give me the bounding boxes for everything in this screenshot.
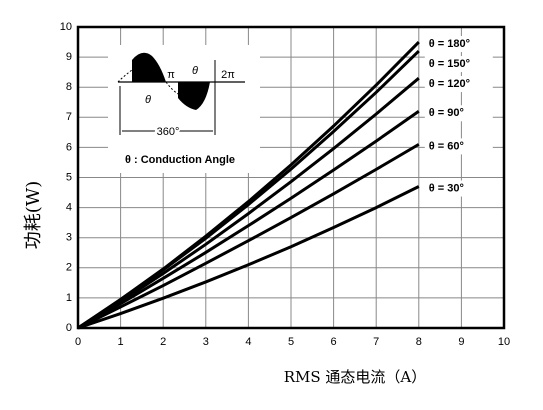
y-tick-label: 10 [60, 21, 72, 33]
x-tick-label: 4 [245, 336, 251, 348]
y-tick-label: 7 [66, 111, 72, 123]
x-tick-label: 1 [118, 336, 124, 348]
inset-label: π [167, 69, 175, 81]
inset-label: θ [145, 94, 151, 106]
series-label-bg [424, 105, 493, 122]
series-line [77, 77, 420, 330]
x-tick-label: 3 [203, 336, 209, 348]
x-tick-label: 0 [75, 336, 81, 348]
inset-wave [178, 82, 210, 110]
series-line [77, 50, 420, 330]
series-label-bg [424, 76, 493, 93]
x-tick-label: 6 [331, 336, 337, 348]
series-label-bg [424, 138, 493, 155]
inset-wave [132, 52, 166, 82]
x-axis-label: RMS 通态电流（A） [284, 368, 427, 386]
x-tick-label: 10 [498, 336, 510, 348]
series-label-bg [424, 36, 493, 53]
x-tick-label: 5 [288, 336, 294, 348]
x-tick-label: 2 [160, 336, 166, 348]
series-line [77, 143, 420, 330]
series-label: θ = 30° [429, 182, 464, 194]
inset-label: 360° [157, 126, 180, 138]
x-tick-label: 8 [416, 336, 422, 348]
inset-caption: θ : Conduction Angle [125, 154, 235, 166]
series-labels: θ = 180° θ = 150° θ = 120° θ = 90° θ = 60° θ … [424, 36, 493, 197]
series-label: θ = 180° [429, 38, 470, 50]
y-tick-label: 3 [66, 232, 72, 244]
x-tick-label: 9 [458, 336, 464, 348]
y-tick-label: 5 [66, 171, 72, 183]
lines [77, 40, 420, 330]
y-tick-label: 4 [66, 202, 72, 214]
series-label-bg [424, 180, 493, 197]
y-tick-label: 6 [66, 141, 72, 153]
y-tick-label: 1 [66, 292, 72, 304]
y-tick-label: 2 [66, 262, 72, 274]
y-tick-label: 8 [66, 81, 72, 93]
series-line [77, 185, 420, 330]
inset-label: 2π [221, 69, 235, 81]
y-tick-label: 9 [66, 51, 72, 63]
series-label: θ = 120° [429, 78, 470, 90]
series-label: θ = 150° [429, 58, 470, 70]
y-tick-label: 0 [66, 322, 72, 334]
inset: θ θ π 2π 360° θ : Conduction Angle [108, 45, 260, 173]
plot-frame [76, 25, 506, 330]
inset-wave [117, 69, 179, 95]
series-label-bg [424, 56, 493, 73]
series-label: θ = 60° [429, 140, 464, 152]
inset-label: θ [192, 65, 198, 77]
x-tick-label: 7 [373, 336, 379, 348]
series-label: θ = 90° [429, 107, 464, 119]
series-line [77, 110, 420, 330]
y-axis-label: 功耗(W) [23, 181, 44, 250]
